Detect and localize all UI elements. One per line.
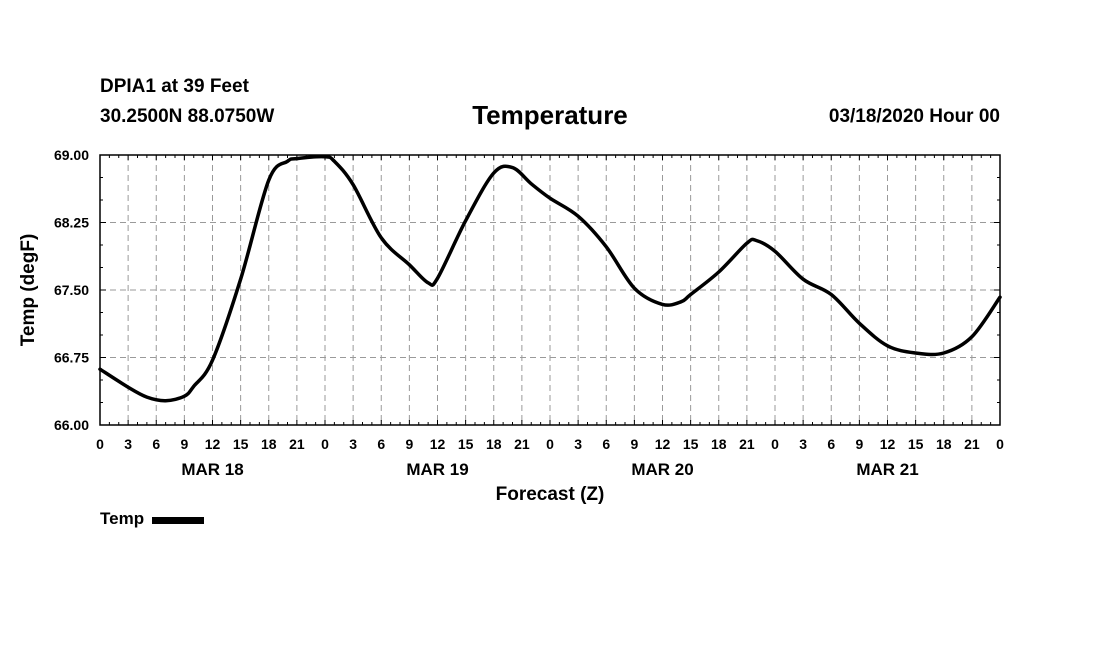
x-tick-label: 3 [124, 436, 132, 452]
x-tick-label: 0 [96, 436, 104, 452]
x-tick-label: 12 [430, 436, 446, 452]
x-tick-label: 21 [739, 436, 755, 452]
legend: Temp [100, 509, 205, 529]
x-tick-label: 3 [349, 436, 357, 452]
legend-swatch [152, 517, 205, 524]
day-label: MAR 20 [631, 460, 693, 479]
station-label: DPIA1 at 39 Feet [100, 76, 249, 97]
x-tick-label: 15 [908, 436, 924, 452]
x-tick-label: 0 [771, 436, 779, 452]
series-layer [98, 154, 1002, 403]
y-tick-label: 66.00 [54, 417, 89, 433]
coordinates-label: 30.2500N 88.0750W [100, 106, 275, 127]
legend-label: Temp [100, 509, 145, 528]
x-tick-label: 6 [827, 436, 835, 452]
plot-frame [99, 154, 1001, 426]
x-tick-label: 18 [936, 436, 952, 452]
x-tick-label: 9 [180, 436, 188, 452]
x-tick-label: 12 [655, 436, 671, 452]
x-tick-label: 9 [405, 436, 413, 452]
chart-title: Temperature [472, 100, 628, 130]
x-tick-label: 18 [261, 436, 277, 452]
labels-layer: 0 3 6 9 12 15 18 21 0 3 6 9 12 15 18 21 0 3 6 9 12 15 18 21 0 3 6 9… [54, 147, 1004, 479]
y-tick-label: 66.75 [54, 350, 89, 366]
day-label: MAR 18 [181, 460, 243, 479]
x-tick-label: 15 [683, 436, 699, 452]
y-axis-label: Temp (degF) [18, 234, 39, 347]
x-tick-label: 12 [205, 436, 221, 452]
x-tick-label: 18 [711, 436, 727, 452]
y-tick-label: 67.50 [54, 282, 89, 298]
x-tick-label: 21 [514, 436, 530, 452]
x-tick-label: 6 [602, 436, 610, 452]
day-label: MAR 19 [406, 460, 468, 479]
x-tick-label: 21 [289, 436, 305, 452]
temp-series-line [98, 154, 1002, 403]
x-tick-label: 18 [486, 436, 502, 452]
x-tick-label: 15 [458, 436, 474, 452]
day-label: MAR 21 [856, 460, 918, 479]
x-tick-label: 6 [152, 436, 160, 452]
forecast-datetime: 03/18/2020 Hour 00 [828, 106, 1000, 127]
x-tick-label: 6 [377, 436, 385, 452]
x-tick-label: 0 [546, 436, 554, 452]
x-tick-label: 9 [855, 436, 863, 452]
y-tick-label: 68.25 [54, 215, 89, 231]
x-tick-label: 15 [233, 436, 249, 452]
x-tick-label: 0 [321, 436, 329, 452]
x-tick-label: 3 [799, 436, 807, 452]
x-axis-label: Forecast (Z) [496, 484, 605, 505]
x-tick-label: 3 [574, 436, 582, 452]
x-tick-label: 0 [996, 436, 1004, 452]
x-tick-label: 9 [630, 436, 638, 452]
y-tick-label: 69.00 [54, 147, 89, 163]
grid-layer [100, 155, 1000, 425]
x-tick-label: 21 [964, 436, 980, 452]
x-tick-label: 12 [880, 436, 896, 452]
